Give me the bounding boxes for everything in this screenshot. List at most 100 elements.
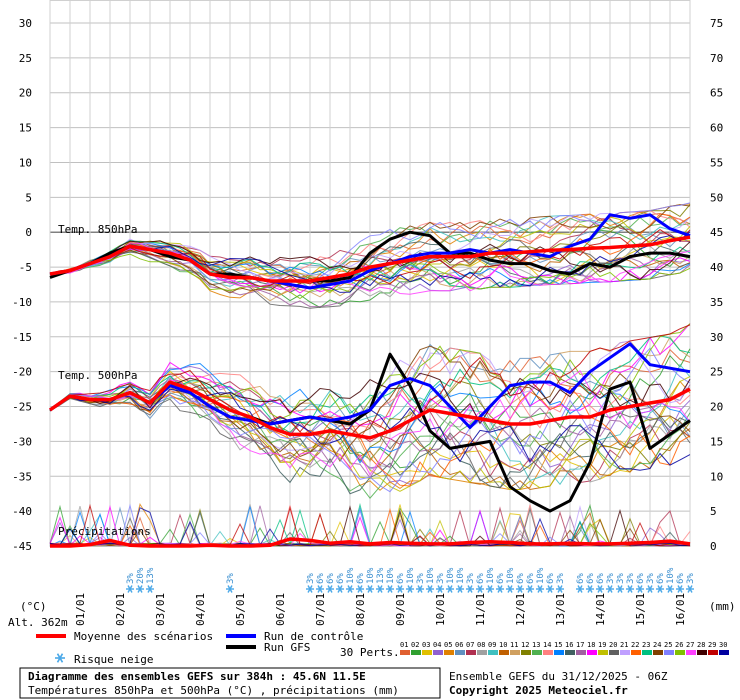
snowflake-icon — [606, 585, 614, 593]
pert-legend-swatch — [488, 650, 498, 655]
perturbation-line — [49, 248, 691, 308]
pert-legend-swatch — [620, 650, 630, 655]
right-tick-label: 70 — [710, 52, 723, 65]
main-series-lines — [49, 213, 691, 548]
right-tick-label: 45 — [710, 226, 723, 239]
chart-subtitle: Températures 850hPa et 500hPa (°C) , pré… — [28, 684, 399, 697]
left-tick-label: -5 — [19, 261, 32, 274]
pert-legend-swatch — [708, 650, 718, 655]
perturbation-line — [49, 323, 691, 420]
left-tick-label: -45 — [12, 540, 32, 553]
snow-risk-pct: 3% — [646, 573, 656, 584]
snow-risk-marker: 6% — [576, 573, 586, 593]
x-tick-label: 06/01 — [274, 593, 287, 626]
snow-risk-pct: 3% — [466, 573, 476, 584]
left-tick-label: 25 — [19, 52, 32, 65]
right-tick-label: 5 — [710, 505, 717, 518]
snowflake-icon — [506, 585, 514, 593]
snowflake-icon — [136, 585, 144, 593]
pert-legend-label: 18 — [587, 641, 595, 649]
snow-risk-marker: 6% — [526, 573, 536, 593]
pert-legend-label: 12 — [521, 641, 529, 649]
snow-risk-marker: 6% — [396, 573, 406, 593]
snow-risk-pct: 6% — [586, 573, 596, 584]
pert-legend-swatch — [444, 650, 454, 655]
snowflake-icon — [316, 585, 324, 593]
snow-risk-marker: 6% — [636, 573, 646, 593]
title-box — [19, 667, 441, 699]
snow-risk-pct: 13% — [376, 567, 386, 584]
right-tick-label: 25 — [710, 366, 723, 379]
pert-legend-swatch — [587, 650, 597, 655]
x-tick-label: 07/01 — [314, 593, 327, 626]
snow-risk-marker: 10% — [446, 567, 456, 593]
pert-legend-label: 20 — [609, 641, 617, 649]
right-axis-unit: (mm) — [709, 600, 736, 613]
snowflake-icon — [586, 585, 594, 593]
left-tick-label: 10 — [19, 156, 32, 169]
snowflake-icon — [346, 585, 354, 593]
x-tick-label: 02/01 — [114, 593, 127, 626]
snowflake-icon — [536, 585, 544, 593]
pert-legend-label: 10 — [499, 641, 507, 649]
snow-risk-pct: 6% — [526, 573, 536, 584]
pert-legend-label: 28 — [697, 641, 705, 649]
left-tick-label: 0 — [25, 226, 32, 239]
snow-risk-pct: 3% — [626, 573, 636, 584]
snowflake-icon — [126, 585, 134, 593]
snow-risk-pct: 3% — [226, 573, 236, 584]
snowflake-icon — [306, 585, 314, 593]
perturbation-line — [49, 241, 691, 293]
run-label: Ensemble GEFS du 31/12/2025 - 06Z — [449, 670, 668, 683]
legend-mean-label: Moyenne des scénarios — [74, 630, 213, 643]
snow-risk-marker: 10% — [386, 567, 396, 593]
legend-snow-label: Risque neige — [74, 653, 153, 666]
snowflake-icon — [146, 585, 154, 593]
snow-risk-pct: 10% — [506, 567, 516, 584]
x-axis-date-ticks: 01/01 02/01 03/01 04/01 05/01 06/01 07/01 08/01… — [74, 593, 687, 626]
left-tick-label: -10 — [12, 296, 32, 309]
left-tick-label: 30 — [19, 17, 32, 30]
snow-risk-pct: 10% — [536, 567, 546, 584]
snowflake-icon — [446, 585, 454, 593]
pert-legend-label: 15 — [554, 641, 562, 649]
snow-risk-marker: 3% — [466, 573, 476, 593]
snow-risk-pct: 3% — [556, 573, 566, 584]
pert-legend-swatch — [466, 650, 476, 655]
pert-legend-label: 23 — [642, 641, 650, 649]
snow-risk-pct: 3% — [686, 573, 696, 584]
snow-risk-marker: 6% — [326, 573, 336, 593]
pert-legend-swatch — [697, 650, 707, 655]
left-tick-label: 15 — [19, 122, 32, 135]
snowflake-icon — [596, 585, 604, 593]
copyright-label: Copyright 2025 Meteociel.fr — [449, 684, 628, 697]
left-tick-label: 20 — [19, 87, 32, 100]
perturbation-line — [49, 239, 691, 290]
snow-risk-marker: 6% — [476, 573, 486, 593]
right-tick-label: 20 — [710, 401, 723, 414]
pert-legend-swatch — [653, 650, 663, 655]
legend-gfs-label: Run GFS — [264, 641, 310, 654]
snow-risk-pct: 6% — [516, 573, 526, 584]
pert-legend-label: 24 — [653, 641, 661, 649]
snow-risk-marker: 3% — [226, 573, 236, 593]
pert-legend-swatch — [609, 650, 619, 655]
left-axis-unit: (°C) — [20, 600, 47, 613]
perturbation-line — [49, 242, 691, 288]
x-tick-label: 05/01 — [234, 593, 247, 626]
perturbation-line — [49, 345, 691, 463]
pert-legend-swatch — [686, 650, 696, 655]
snow-risk-marker: 10% — [426, 567, 436, 593]
pert-legend-swatch — [675, 650, 685, 655]
snow-risk-pct: 3% — [416, 573, 426, 584]
snowflake-icon — [386, 585, 394, 593]
annotation-precip: Précipitations — [58, 525, 151, 538]
snowflake-icon — [486, 585, 494, 593]
pert-legend-swatch — [455, 650, 465, 655]
snowflake-icon — [556, 585, 564, 593]
snow-risk-marker: 10% — [666, 567, 676, 593]
snow-risk-pct: 20% — [136, 567, 146, 584]
pert-legend-swatch — [598, 650, 608, 655]
left-tick-label: -20 — [12, 366, 32, 379]
snow-risk-pct: 10% — [426, 567, 436, 584]
